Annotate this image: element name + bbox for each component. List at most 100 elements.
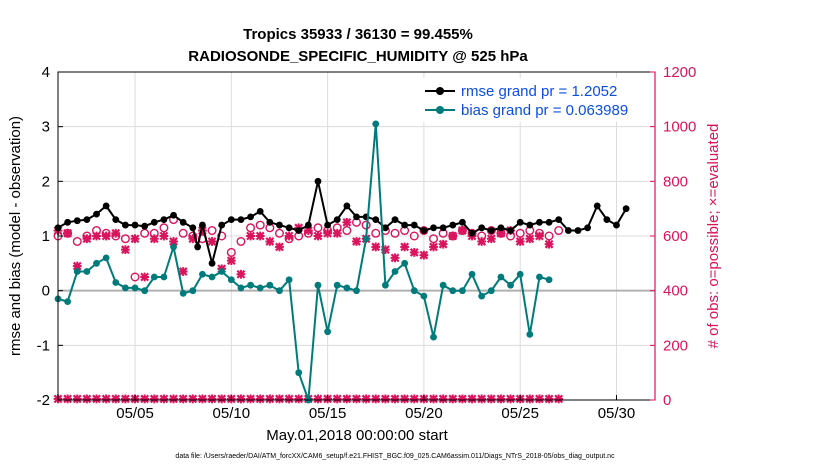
rmse-point xyxy=(555,216,563,224)
rmse-point xyxy=(179,218,187,226)
obs-possible-marker xyxy=(236,236,246,246)
rmse-point xyxy=(353,213,360,221)
bias-point xyxy=(526,331,534,338)
obs-evaluated-marker xyxy=(323,228,333,238)
y-tick-label: 3 xyxy=(42,119,50,136)
obs-baseline-marker xyxy=(506,394,515,404)
rmse-point xyxy=(497,224,505,232)
obs-possible-marker xyxy=(409,231,419,241)
rmse-point xyxy=(372,216,380,224)
obs-baseline-marker xyxy=(409,394,419,404)
bias-point xyxy=(391,268,399,275)
obs-baseline-marker xyxy=(429,394,438,404)
obs-baseline-marker xyxy=(169,394,178,404)
y-axis-label: rmse and bias (model - observation) xyxy=(7,116,24,356)
obs-evaluated-marker xyxy=(236,269,246,279)
x-tick-label: 05/15 xyxy=(309,405,347,422)
obs-evaluated-marker xyxy=(149,234,159,244)
obs-evaluated-marker xyxy=(121,245,130,255)
bias-point xyxy=(170,243,177,251)
obs-baseline-marker xyxy=(294,394,304,404)
obs-evaluated-marker xyxy=(246,231,255,241)
bias-point xyxy=(536,273,543,281)
y-tick-label: 0 xyxy=(42,283,50,300)
bias-point xyxy=(285,276,293,284)
bias-point xyxy=(507,281,514,289)
obs-baseline-marker xyxy=(111,394,121,404)
obs-possible-marker xyxy=(390,228,400,238)
bias-point xyxy=(324,328,332,336)
bias-point xyxy=(160,273,168,281)
bias-line xyxy=(57,123,550,401)
obs-evaluated-marker xyxy=(544,239,554,249)
rmse-point xyxy=(526,221,534,229)
bias-point xyxy=(487,287,495,295)
obs-possible-marker xyxy=(226,247,236,257)
rmse-point xyxy=(333,216,341,224)
obs-evaluated-marker xyxy=(101,231,111,241)
rmse-point xyxy=(391,216,399,224)
obs-evaluated-marker xyxy=(178,267,188,276)
rmse-point xyxy=(199,221,206,229)
obs-evaluated-marker xyxy=(130,234,140,244)
bias-point xyxy=(430,333,437,341)
obs-evaluated-marker xyxy=(63,228,73,238)
obs-evaluated-marker xyxy=(207,237,217,246)
legend: rmse grand pr = 1.2052 bias grand pr = 0… xyxy=(418,78,648,122)
bias-point xyxy=(459,287,466,295)
obs-baseline-marker xyxy=(554,394,564,404)
bias-point xyxy=(208,273,216,281)
rmse-point xyxy=(266,218,274,226)
obs-baseline-marker xyxy=(352,394,361,404)
rmse-point xyxy=(545,218,553,226)
obs-possible-marker xyxy=(255,220,265,230)
legend-rmse-marker xyxy=(436,87,444,95)
obs-baseline-marker xyxy=(477,394,487,404)
obs-baseline-marker xyxy=(72,394,82,404)
obs-possible-marker xyxy=(217,231,227,241)
y2-tick-label: 400 xyxy=(663,283,688,300)
rmse-point xyxy=(141,222,149,230)
rmse-point xyxy=(420,227,428,234)
bias-point xyxy=(199,270,206,278)
obs-baseline-marker xyxy=(458,394,467,404)
rmse-point xyxy=(285,224,293,232)
obs-possible-marker xyxy=(554,226,564,236)
obs-baseline-marker xyxy=(486,394,496,404)
rmse-point xyxy=(584,224,591,232)
obs-possible-marker xyxy=(246,223,256,233)
rmse-point xyxy=(170,211,177,219)
bias-point xyxy=(179,290,187,297)
obs-baseline-marker xyxy=(63,394,73,404)
obs-possible-marker xyxy=(178,228,188,238)
x-tick-label: 05/25 xyxy=(501,405,539,422)
obs-baseline-marker xyxy=(92,394,101,404)
bias-point xyxy=(227,276,235,284)
y2-tick-label: 200 xyxy=(663,337,688,354)
rmse-point xyxy=(276,221,283,229)
obs-baseline-marker xyxy=(467,394,477,404)
bias-point xyxy=(112,279,120,286)
obs-evaluated-marker xyxy=(159,231,169,241)
obs-baseline-marker xyxy=(438,394,448,404)
obs-baseline-marker xyxy=(246,394,255,404)
bias-point xyxy=(276,287,283,295)
rmse-point xyxy=(102,202,110,210)
rmse-point xyxy=(381,224,389,232)
rmse-point xyxy=(194,243,202,251)
rmse-point xyxy=(93,210,100,218)
obs-possible-marker xyxy=(274,228,284,238)
x-tick-label: 05/10 xyxy=(213,405,251,422)
bias-point xyxy=(141,287,149,295)
bias-point xyxy=(131,284,139,292)
obs-baseline-marker xyxy=(265,394,275,404)
bias-point xyxy=(266,281,274,289)
rmse-point xyxy=(256,208,264,215)
rmse-point xyxy=(208,259,216,267)
rmse-point xyxy=(343,202,351,210)
obs-evaluated-marker xyxy=(332,228,342,238)
obs-baseline-marker xyxy=(361,394,371,404)
rmse-point xyxy=(564,227,572,234)
rmse-point xyxy=(536,218,543,226)
